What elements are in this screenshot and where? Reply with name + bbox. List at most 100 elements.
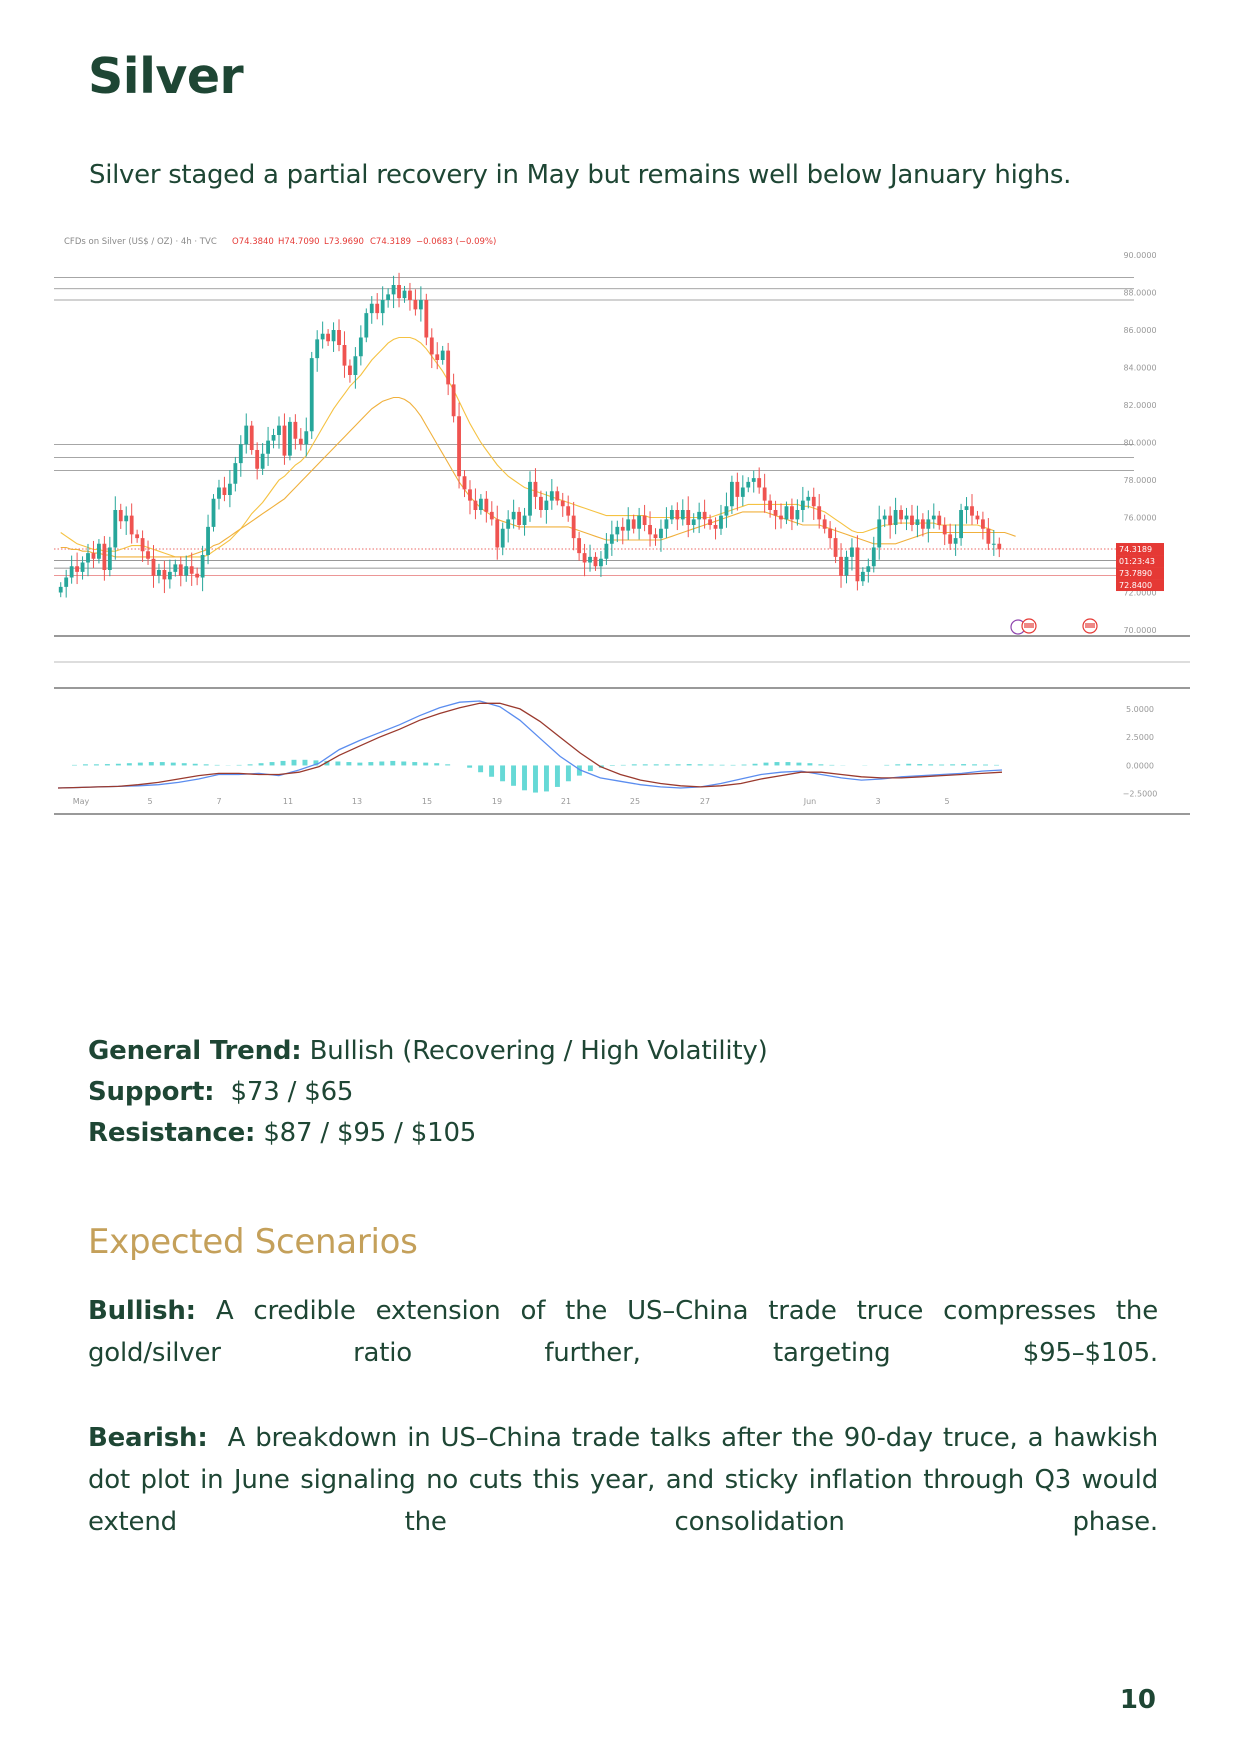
price-tag-label: 01:23:43 — [1119, 557, 1155, 566]
price-tag-label: 73.7890 — [1119, 569, 1152, 578]
candle-body — [151, 558, 156, 576]
candle-body — [86, 553, 90, 563]
candle-body — [844, 556, 849, 576]
candle-body — [855, 547, 860, 582]
price-tags: 74.3189 01:23:43 73.7890 72.8400 — [1116, 543, 1164, 592]
candle-body — [953, 538, 958, 544]
candle-body — [959, 510, 963, 539]
candle-body — [184, 566, 189, 576]
candle-body — [375, 303, 380, 314]
candle-body — [113, 510, 118, 548]
candle-body — [942, 525, 947, 535]
candle-body — [511, 511, 516, 520]
candle-body — [227, 483, 232, 495]
candle-body — [980, 519, 985, 529]
candle-body — [200, 555, 205, 578]
trend-value: Bullish (Recovering / High Volatility) — [309, 1036, 768, 1066]
candle-body — [691, 519, 696, 525]
candle-body — [484, 498, 489, 512]
candle-body — [266, 440, 270, 454]
candle-body — [828, 528, 833, 539]
pane-separators — [54, 635, 1190, 815]
candle-body — [724, 506, 729, 516]
event-markers — [1010, 618, 1098, 635]
candle-body — [473, 500, 478, 510]
time-tick-label: 3 — [875, 797, 880, 806]
candle-body — [80, 562, 85, 572]
chart-open: O74.3840 — [232, 237, 274, 247]
candle-body — [659, 528, 663, 539]
candle-body — [337, 330, 341, 345]
candle-body — [708, 519, 712, 525]
price-tick-label: 84.0000 — [1123, 364, 1156, 373]
candle-body — [719, 515, 723, 529]
candle-body — [124, 515, 129, 522]
candle-body — [833, 538, 838, 557]
candle-body — [866, 566, 871, 572]
candle-body — [331, 330, 336, 342]
candle-body — [648, 525, 652, 535]
candle-body — [287, 421, 292, 456]
candle-body — [839, 556, 843, 576]
candle-body — [162, 570, 167, 580]
resistance-value: $87 / $95 / $105 — [263, 1118, 477, 1148]
candle-body — [489, 511, 494, 520]
candle-body — [348, 365, 352, 375]
candle-body — [948, 534, 953, 544]
price-tag-box — [1116, 567, 1164, 580]
macd-tick-label: −2.5000 — [1123, 790, 1158, 799]
candle-body — [304, 431, 309, 445]
candle-body — [664, 519, 669, 529]
candle-body — [680, 510, 685, 520]
price-tag-box — [1116, 579, 1164, 592]
candle-body — [91, 553, 96, 559]
trend-line: General Trend: Bullish (Recovering / Hig… — [88, 1036, 768, 1066]
candle-body — [282, 425, 287, 456]
silver-price-chart: CFDs on Silver (US$ / OZ) · 4h · TVC O74… — [54, 237, 1190, 815]
candle-body — [773, 510, 778, 516]
candle-body — [964, 506, 969, 510]
time-tick-label: May — [73, 797, 90, 806]
candle-body — [146, 551, 150, 559]
candle-body — [233, 463, 238, 484]
candlesticks — [58, 272, 1002, 598]
time-tick-label: 7 — [216, 797, 221, 806]
candle-body — [871, 547, 876, 567]
price-tick-label: 72.0000 — [1123, 589, 1156, 598]
us-flag-stripes — [1024, 623, 1034, 628]
us-flag-stripes-2 — [1085, 623, 1095, 628]
candle-body — [555, 491, 560, 501]
time-tick-label: 5 — [944, 797, 949, 806]
time-tick-label: 5 — [147, 797, 152, 806]
candle-body — [599, 558, 603, 567]
candle-body — [167, 571, 172, 580]
candle-body — [206, 526, 210, 555]
candle-body — [75, 566, 80, 572]
candle-body — [440, 350, 445, 360]
candle-body — [757, 478, 762, 488]
candle-body — [222, 487, 227, 495]
candle-body — [533, 481, 538, 497]
candle-body — [582, 553, 587, 563]
candle-body — [178, 564, 183, 576]
candle-body — [735, 481, 740, 497]
candle-body — [539, 496, 543, 510]
chart-change: −0.0683 (−0.09%) — [416, 237, 496, 247]
time-tick-label: 19 — [492, 797, 502, 806]
candle-body — [637, 515, 642, 529]
resistance-label: Resistance: — [88, 1118, 256, 1148]
candle-body — [991, 543, 996, 545]
candle-body — [386, 294, 391, 300]
candle-body — [822, 519, 827, 529]
chart-header: CFDs on Silver (US$ / OZ) · 4h · TVC O74… — [64, 237, 496, 247]
candle-body — [244, 425, 249, 445]
candle-body — [790, 506, 794, 520]
candle-body — [140, 538, 145, 552]
candle-body — [424, 300, 429, 338]
candle-body — [217, 487, 221, 499]
bullish-text: A credible extension of the US–China tra… — [88, 1296, 1158, 1368]
candle-body — [882, 515, 887, 520]
candle-body — [135, 534, 140, 539]
time-tick-label: 13 — [352, 797, 362, 806]
bearish-label: Bearish: — [88, 1423, 208, 1453]
